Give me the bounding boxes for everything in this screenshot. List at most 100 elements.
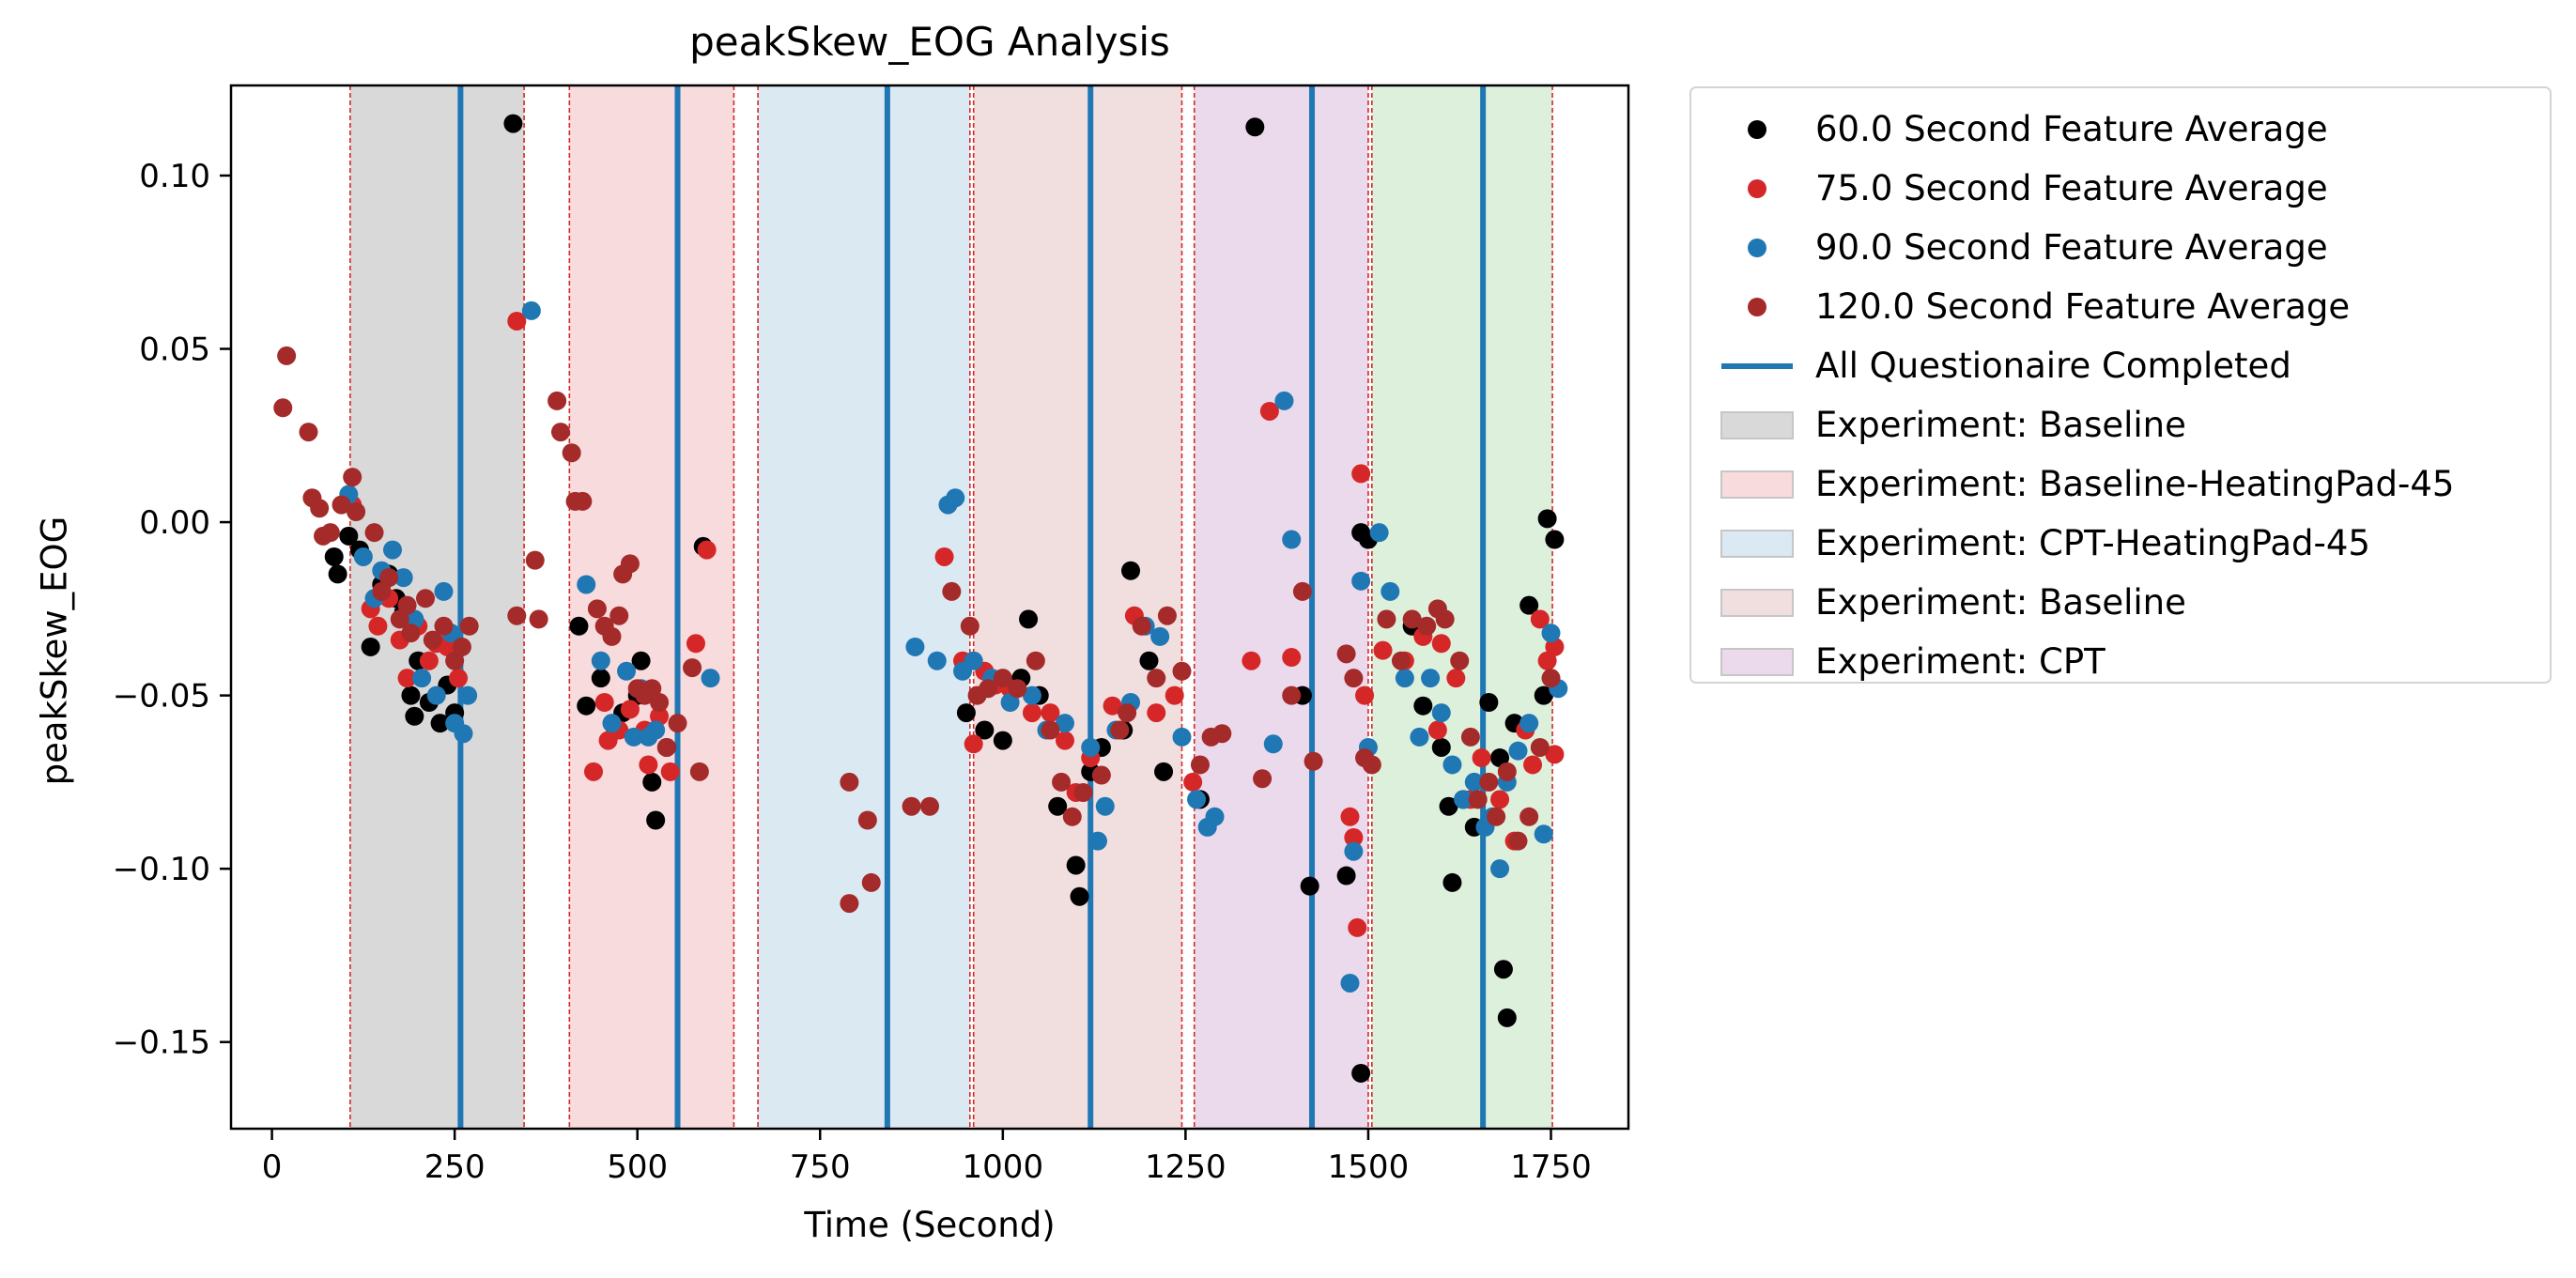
point-s3-18 [434,616,454,636]
point-s0-60 [1493,960,1513,979]
experiment-boundary-lines [349,85,1553,1129]
point-s1-30 [1041,703,1060,723]
legend-entry-8: Experiment: Baseline [1691,573,2550,632]
point-s1-2 [368,616,388,636]
point-s0-1 [328,564,347,584]
point-s3-29 [573,491,593,511]
point-s0-25 [646,810,666,830]
point-s3-50 [942,581,962,601]
point-s3-7 [332,495,351,515]
point-s1-22 [697,540,717,560]
point-s3-87 [1468,790,1488,809]
experiment-band-2 [758,85,970,1129]
point-s2-55 [1395,669,1414,688]
point-s3-64 [1132,616,1151,636]
x-tick-label-7: 1750 [1510,1148,1592,1186]
point-s0-40 [1121,561,1141,580]
point-s3-58 [1052,772,1072,792]
point-s0-4 [361,637,380,656]
series-2 [339,300,1568,993]
point-s3-6 [320,523,340,543]
point-s3-72 [1282,685,1302,705]
point-s0-18 [577,696,596,716]
point-s1-61 [1545,745,1565,764]
point-s0-45 [1300,876,1319,896]
legend-handle-9 [1720,648,1794,676]
point-s2-66 [1508,741,1528,761]
point-s0-62 [1519,595,1539,615]
point-s2-42 [1172,727,1192,747]
point-s3-75 [1336,644,1356,664]
point-s2-69 [1541,624,1561,643]
legend-handle-6 [1720,470,1794,499]
legend-label-5: Experiment: Baseline [1815,405,2186,445]
legend-label-7: Experiment: CPT-HeatingPad-45 [1815,523,2370,563]
legend-entry-1: 75.0 Second Feature Average [1691,159,2550,218]
point-s3-14 [397,595,417,615]
legend-handle-8 [1720,589,1794,617]
point-s1-55 [1490,790,1510,809]
point-s0-13 [430,714,450,733]
point-s2-50 [1344,841,1364,861]
y-tick-label-2: 0.00 [139,504,210,542]
point-s2-45 [1205,807,1225,826]
point-s2-43 [1187,790,1207,809]
point-s3-32 [602,626,622,646]
point-s1-11 [507,311,527,331]
point-s1-60 [1537,651,1557,670]
point-s3-43 [689,762,709,781]
point-s0-47 [1336,866,1356,885]
point-s2-22 [646,720,666,740]
point-s3-47 [861,872,881,892]
legend-label-2: 90.0 Second Feature Average [1815,227,2328,268]
point-s3-53 [979,679,998,699]
point-s2-19 [624,727,643,747]
point-s3-61 [1091,765,1111,785]
point-s2-25 [927,651,947,670]
x-tick-label-5: 1250 [1145,1148,1226,1186]
y-tick-label-1: 0.05 [139,331,210,369]
point-s3-23 [525,550,545,570]
point-s2-27 [946,488,965,508]
point-s1-58 [1523,755,1543,775]
point-s0-17 [569,616,589,636]
point-s0-35 [1066,855,1086,875]
x-tick-label-0: 0 [262,1148,283,1186]
point-s2-13 [458,685,478,705]
point-s0-23 [631,651,651,670]
point-s2-23 [701,669,720,688]
point-s3-33 [609,606,629,625]
point-s3-1 [277,346,297,365]
legend-entry-3: 120.0 Second Feature Average [1691,277,2550,336]
point-s2-37 [1095,796,1115,816]
point-s3-88 [1479,772,1499,792]
point-s0-49 [1351,1063,1371,1083]
point-s1-44 [1348,917,1367,937]
legend-label-3: 120.0 Second Feature Average [1815,286,2351,327]
point-s1-51 [1431,634,1451,654]
point-s3-63 [1118,703,1137,723]
point-s3-74 [1303,751,1323,771]
point-s2-51 [1351,571,1371,591]
point-s3-80 [1391,651,1411,670]
y-tick-label-0: 0.10 [139,158,210,195]
point-s3-71 [1253,769,1273,789]
legend-label-1: 75.0 Second Feature Average [1815,168,2328,208]
questionnaire-lines [457,85,1487,1129]
legend-label-9: Experiment: CPT [1815,641,2106,682]
point-s0-66 [1497,1008,1517,1027]
point-s0-24 [642,772,662,792]
point-s3-17 [423,630,442,650]
legend-entry-9: Experiment: CPT [1691,632,2550,691]
y-axis-ticks: 0.10 0.05 0.00 −0.05 −0.10 −0.15 [113,158,231,1062]
x-axis-label: Time (Second) [804,1205,1056,1245]
point-s3-9 [347,501,366,521]
point-s0-65 [1545,530,1565,549]
point-s3-66 [1157,606,1177,625]
x-tick-label-2: 500 [607,1148,668,1186]
point-s0-59 [1490,748,1510,768]
point-s3-49 [920,796,939,816]
point-s3-21 [459,616,479,636]
point-s2-47 [1274,391,1294,410]
